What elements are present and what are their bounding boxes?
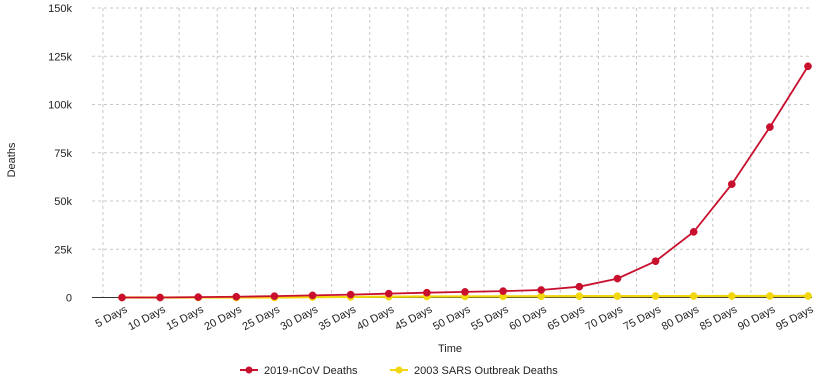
data-point[interactable]	[651, 292, 660, 300]
data-point[interactable]	[766, 123, 774, 131]
series	[118, 62, 812, 302]
data-point[interactable]	[194, 293, 203, 301]
x-tick-label: 20 Days	[202, 303, 244, 333]
data-point[interactable]	[575, 292, 584, 300]
data-point[interactable]	[270, 292, 279, 300]
data-point[interactable]	[689, 292, 698, 300]
x-axis-title: Time	[438, 343, 462, 355]
x-tick-label: 10 Days	[126, 303, 168, 333]
legend-label-sars: 2003 SARS Outbreak Deaths	[414, 365, 558, 377]
data-point[interactable]	[346, 290, 355, 299]
x-tick-label: 25 Days	[241, 303, 283, 333]
y-tick-label: 125k	[48, 51, 72, 63]
data-point[interactable]	[689, 228, 698, 236]
y-tick-labels: 0 25k 50k 75k 100k 125k 150k	[48, 3, 72, 305]
data-point[interactable]	[232, 292, 241, 301]
x-tick-label: 60 Days	[507, 303, 549, 333]
data-point[interactable]	[384, 289, 393, 298]
x-tick-label: 90 Days	[736, 303, 778, 333]
data-point[interactable]	[727, 180, 736, 189]
x-tick-label: 45 Days	[393, 303, 435, 333]
x-tick-label: 35 Days	[317, 303, 359, 333]
x-tick-label: 85 Days	[698, 303, 740, 333]
legend-label-ncov: 2019-nCoV Deaths	[264, 365, 358, 377]
y-tick-label: 100k	[48, 100, 72, 112]
data-point[interactable]	[499, 287, 507, 295]
data-point[interactable]	[651, 257, 660, 266]
x-tick-label: 65 Days	[545, 303, 587, 333]
x-tick-label: 75 Days	[622, 303, 664, 333]
data-point[interactable]	[461, 288, 469, 296]
data-point[interactable]	[537, 286, 546, 294]
data-point[interactable]	[804, 62, 812, 71]
y-tick-label: 0	[66, 293, 72, 305]
data-point[interactable]	[766, 292, 774, 300]
data-point[interactable]	[156, 293, 164, 302]
x-tick-label: 40 Days	[355, 303, 397, 333]
y-tick-label: 25k	[54, 244, 72, 256]
legend: 2019-nCoV Deaths 2003 SARS Outbreak Deat…	[240, 365, 558, 377]
grid	[92, 7, 812, 298]
series-ncov	[118, 62, 812, 302]
data-point[interactable]	[727, 292, 736, 300]
legend-marker-sars	[395, 366, 403, 374]
x-tick-label: 55 Days	[469, 303, 511, 333]
x-tick-label: 70 Days	[584, 303, 626, 333]
legend-item-ncov[interactable]: 2019-nCoV Deaths	[240, 365, 358, 377]
y-tick-label: 50k	[54, 196, 72, 208]
data-point[interactable]	[804, 292, 812, 300]
y-tick-label: 75k	[54, 148, 72, 160]
x-tick-label: 30 Days	[279, 303, 321, 333]
data-point[interactable]	[613, 274, 622, 283]
x-tick-label: 80 Days	[660, 303, 702, 333]
x-tick-label: 95 Days	[774, 303, 816, 333]
y-axis-title: Deaths	[6, 142, 18, 177]
data-point[interactable]	[308, 291, 317, 300]
data-point[interactable]	[423, 288, 431, 297]
data-point[interactable]	[575, 282, 584, 291]
data-point[interactable]	[613, 292, 622, 300]
legend-marker-ncov	[245, 366, 253, 374]
x-tick-label: 5 Days	[94, 303, 130, 330]
x-tick-label: 50 Days	[431, 303, 473, 333]
x-tick-label: 15 Days	[164, 303, 206, 333]
data-point[interactable]	[118, 293, 126, 302]
series-line	[122, 65, 809, 299]
legend-item-sars[interactable]: 2003 SARS Outbreak Deaths	[390, 365, 558, 377]
y-tick-label: 150k	[48, 3, 72, 15]
